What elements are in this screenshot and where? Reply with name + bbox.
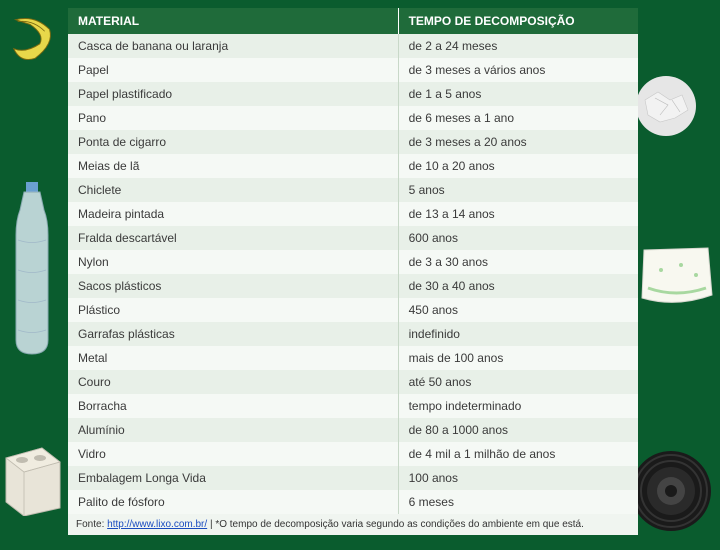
- source-link[interactable]: http://www.lixo.com.br/: [107, 519, 207, 530]
- table-row: Panode 6 meses a 1 ano: [68, 106, 638, 130]
- cell-tempo: de 80 a 1000 anos: [399, 418, 638, 442]
- table-row: Ponta de cigarrode 3 meses a 20 anos: [68, 130, 638, 154]
- table-row: Casca de banana ou laranjade 2 a 24 mese…: [68, 34, 638, 58]
- cell-material: Embalagem Longa Vida: [68, 466, 399, 490]
- header-tempo: TEMPO DE DECOMPOSIÇÃO: [399, 8, 638, 34]
- decomposition-table: MATERIAL TEMPO DE DECOMPOSIÇÃO Casca de …: [68, 8, 638, 535]
- table-row: Alumíniode 80 a 1000 anos: [68, 418, 638, 442]
- cell-tempo: até 50 anos: [399, 370, 638, 394]
- cell-material: Madeira pintada: [68, 202, 399, 226]
- paper-ball-icon: [630, 70, 702, 142]
- table-body: Casca de banana ou laranjade 2 a 24 mese…: [68, 34, 638, 514]
- cell-tempo: de 13 a 14 anos: [399, 202, 638, 226]
- table-row: Borrachatempo indeterminado: [68, 394, 638, 418]
- table-row: Madeira pintadade 13 a 14 anos: [68, 202, 638, 226]
- cell-material: Casca de banana ou laranja: [68, 34, 399, 58]
- cell-tempo: de 1 a 5 anos: [399, 82, 638, 106]
- cell-material: Fralda descartável: [68, 226, 399, 250]
- tire-icon: [628, 448, 714, 534]
- table-row: Vidrode 4 mil a 1 milhão de anos: [68, 442, 638, 466]
- table-row: Embalagem Longa Vida100 anos: [68, 466, 638, 490]
- footer-prefix: Fonte:: [76, 519, 107, 530]
- cell-material: Meias de lã: [68, 154, 399, 178]
- table-row: Papelde 3 meses a vários anos: [68, 58, 638, 82]
- cell-tempo: mais de 100 anos: [399, 346, 638, 370]
- table-row: Metalmais de 100 anos: [68, 346, 638, 370]
- cell-material: Nylon: [68, 250, 399, 274]
- table-row: Sacos plásticosde 30 a 40 anos: [68, 274, 638, 298]
- plastic-bottle-icon: [4, 180, 60, 360]
- header-material: MATERIAL: [68, 8, 399, 34]
- cell-material: Sacos plásticos: [68, 274, 399, 298]
- concrete-block-icon: [2, 438, 64, 516]
- cell-tempo: 6 meses: [399, 490, 638, 514]
- footer-suffix: | *O tempo de decomposição varia segundo…: [207, 519, 584, 530]
- cell-material: Alumínio: [68, 418, 399, 442]
- cell-tempo: de 30 a 40 anos: [399, 274, 638, 298]
- cell-tempo: de 2 a 24 meses: [399, 34, 638, 58]
- cell-tempo: de 6 meses a 1 ano: [399, 106, 638, 130]
- cell-tempo: de 3 a 30 anos: [399, 250, 638, 274]
- cell-material: Vidro: [68, 442, 399, 466]
- table-row: Nylonde 3 a 30 anos: [68, 250, 638, 274]
- cell-material: Couro: [68, 370, 399, 394]
- cell-tempo: de 3 meses a 20 anos: [399, 130, 638, 154]
- cell-material: Palito de fósforo: [68, 490, 399, 514]
- cell-material: Borracha: [68, 394, 399, 418]
- cell-material: Garrafas plásticas: [68, 322, 399, 346]
- cell-material: Pano: [68, 106, 399, 130]
- cell-tempo: indefinido: [399, 322, 638, 346]
- cell-tempo: de 10 a 20 anos: [399, 154, 638, 178]
- cell-tempo: 5 anos: [399, 178, 638, 202]
- cell-material: Chiclete: [68, 178, 399, 202]
- table-header: MATERIAL TEMPO DE DECOMPOSIÇÃO: [68, 8, 638, 34]
- banana-icon: [6, 10, 64, 68]
- source-footer: Fonte: http://www.lixo.com.br/ | *O temp…: [68, 514, 638, 535]
- cell-material: Papel: [68, 58, 399, 82]
- table-row: Palito de fósforo6 meses: [68, 490, 638, 514]
- table-row: Papel plastificadode 1 a 5 anos: [68, 82, 638, 106]
- cell-tempo: de 3 meses a vários anos: [399, 58, 638, 82]
- diaper-icon: [636, 240, 716, 310]
- cell-material: Ponta de cigarro: [68, 130, 399, 154]
- table-row: Garrafas plásticasindefinido: [68, 322, 638, 346]
- table-row: Meias de lãde 10 a 20 anos: [68, 154, 638, 178]
- table-row: Fralda descartável600 anos: [68, 226, 638, 250]
- cell-tempo: 600 anos: [399, 226, 638, 250]
- cell-tempo: tempo indeterminado: [399, 394, 638, 418]
- cell-tempo: de 4 mil a 1 milhão de anos: [399, 442, 638, 466]
- cell-tempo: 450 anos: [399, 298, 638, 322]
- cell-material: Papel plastificado: [68, 82, 399, 106]
- table-row: Couroaté 50 anos: [68, 370, 638, 394]
- cell-material: Metal: [68, 346, 399, 370]
- cell-material: Plástico: [68, 298, 399, 322]
- table-row: Plástico450 anos: [68, 298, 638, 322]
- table-row: Chiclete5 anos: [68, 178, 638, 202]
- cell-tempo: 100 anos: [399, 466, 638, 490]
